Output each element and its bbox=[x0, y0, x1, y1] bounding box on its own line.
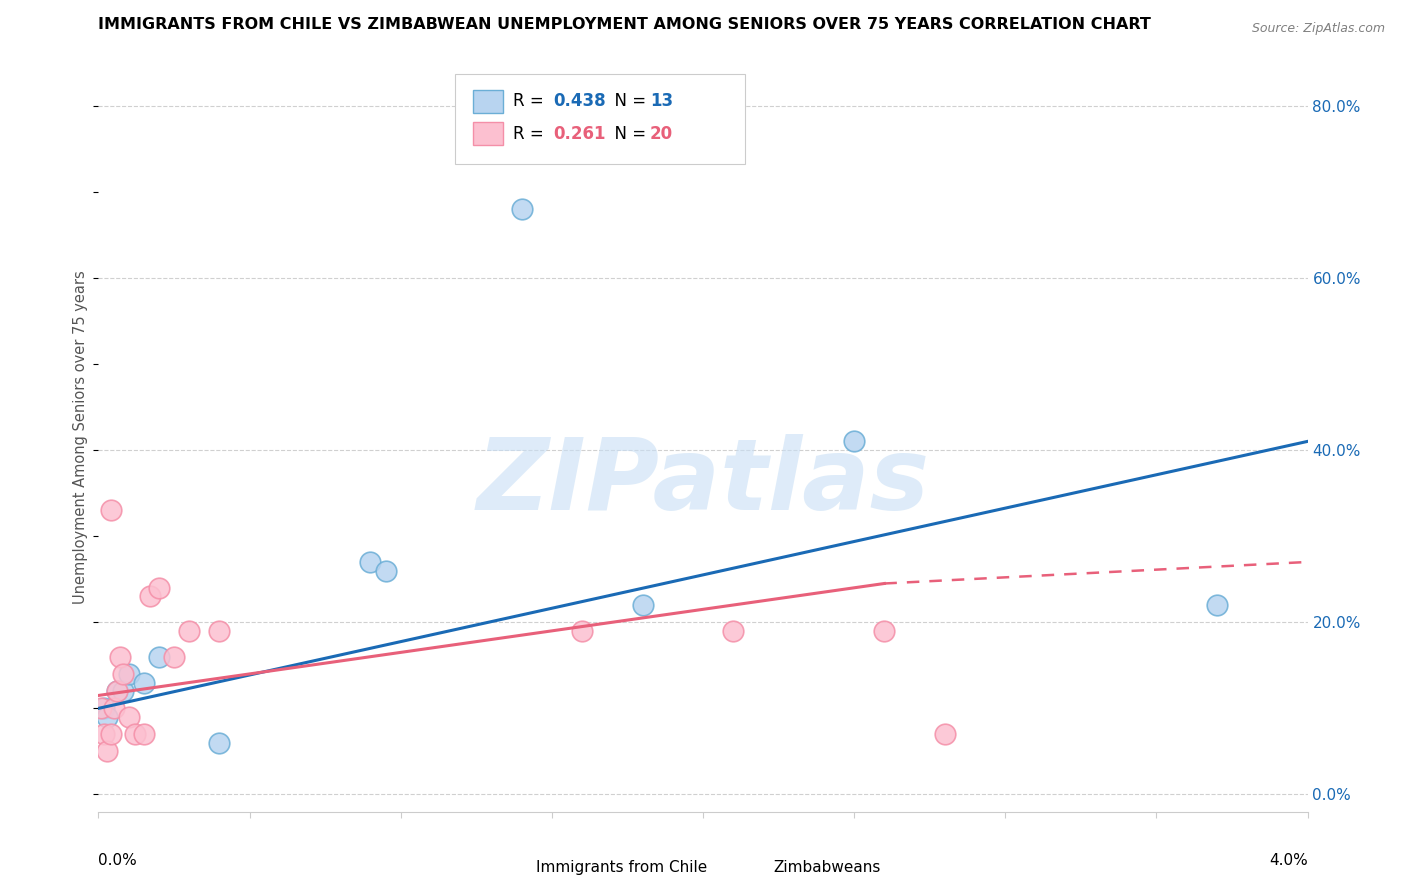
Point bbox=[90, 701, 112, 715]
Point bbox=[374, 564, 396, 578]
Point bbox=[124, 727, 146, 741]
Text: 13: 13 bbox=[650, 93, 673, 111]
Point bbox=[96, 744, 118, 758]
Text: Immigrants from Chile: Immigrants from Chile bbox=[536, 861, 707, 875]
Point bbox=[111, 667, 134, 681]
Point bbox=[103, 701, 125, 715]
Point bbox=[208, 624, 231, 638]
FancyBboxPatch shape bbox=[474, 90, 503, 112]
Point bbox=[163, 649, 186, 664]
Point bbox=[118, 667, 141, 681]
Text: 20: 20 bbox=[650, 125, 673, 143]
Point bbox=[934, 727, 956, 741]
Point bbox=[111, 684, 134, 698]
Point bbox=[108, 649, 131, 664]
FancyBboxPatch shape bbox=[474, 122, 503, 145]
Point bbox=[873, 624, 896, 638]
Text: Zimbabweans: Zimbabweans bbox=[773, 861, 880, 875]
Text: 0.438: 0.438 bbox=[553, 93, 606, 111]
Point bbox=[100, 727, 122, 741]
Point bbox=[148, 649, 170, 664]
Point bbox=[139, 590, 162, 604]
Text: 0.0%: 0.0% bbox=[98, 853, 138, 868]
Point bbox=[208, 736, 231, 750]
Point bbox=[100, 503, 122, 517]
Point bbox=[105, 684, 128, 698]
Point bbox=[132, 675, 155, 690]
Point bbox=[148, 581, 170, 595]
Point bbox=[844, 434, 866, 449]
FancyBboxPatch shape bbox=[456, 74, 745, 163]
Point bbox=[571, 624, 593, 638]
Text: R =: R = bbox=[513, 125, 550, 143]
Point bbox=[723, 624, 745, 638]
Point bbox=[132, 727, 155, 741]
Text: ZIPatlas: ZIPatlas bbox=[477, 434, 929, 531]
FancyBboxPatch shape bbox=[740, 861, 766, 877]
Point bbox=[96, 710, 118, 724]
Point bbox=[93, 701, 115, 715]
Text: R =: R = bbox=[513, 93, 550, 111]
Point bbox=[1206, 598, 1229, 612]
Point bbox=[93, 727, 115, 741]
Point bbox=[105, 684, 128, 698]
Text: N =: N = bbox=[603, 93, 651, 111]
Text: IMMIGRANTS FROM CHILE VS ZIMBABWEAN UNEMPLOYMENT AMONG SENIORS OVER 75 YEARS COR: IMMIGRANTS FROM CHILE VS ZIMBABWEAN UNEM… bbox=[98, 18, 1152, 32]
Point bbox=[631, 598, 654, 612]
Point bbox=[510, 202, 533, 216]
Text: 4.0%: 4.0% bbox=[1268, 853, 1308, 868]
Point bbox=[118, 710, 141, 724]
Text: 0.261: 0.261 bbox=[553, 125, 606, 143]
Text: Source: ZipAtlas.com: Source: ZipAtlas.com bbox=[1251, 22, 1385, 36]
FancyBboxPatch shape bbox=[503, 861, 530, 877]
Y-axis label: Unemployment Among Seniors over 75 years: Unemployment Among Seniors over 75 years bbox=[73, 270, 89, 604]
Text: N =: N = bbox=[603, 125, 651, 143]
Point bbox=[179, 624, 201, 638]
Point bbox=[360, 555, 382, 569]
